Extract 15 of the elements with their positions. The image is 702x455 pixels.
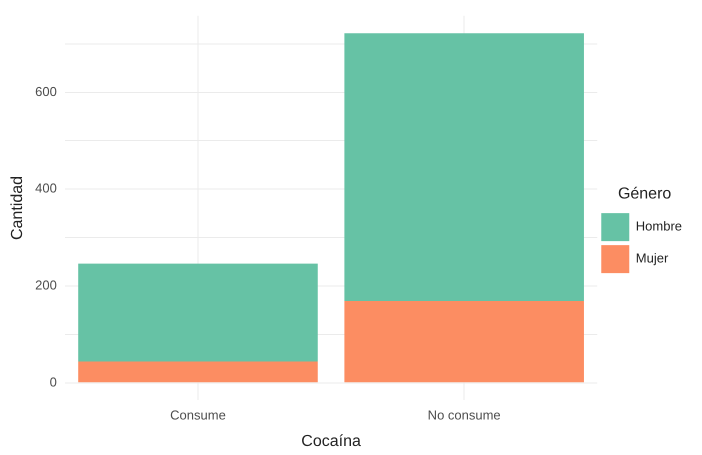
y-axis-title: Cantidad bbox=[9, 176, 26, 240]
bar bbox=[344, 300, 584, 382]
y-tick-label: 400 bbox=[35, 180, 57, 196]
x-tick-label: No consume bbox=[428, 408, 501, 423]
y-tick-label: 600 bbox=[35, 84, 57, 99]
y-tick-label: 200 bbox=[35, 278, 57, 293]
x-axis-title: Cocaína bbox=[301, 432, 361, 450]
legend-label: Mujer bbox=[636, 250, 669, 266]
legend-label: Hombre bbox=[636, 218, 682, 234]
x-tick-label: Consume bbox=[170, 408, 226, 423]
bar bbox=[344, 33, 584, 301]
legend-title: Género bbox=[618, 185, 672, 202]
bar bbox=[78, 264, 318, 362]
bar bbox=[78, 361, 318, 382]
y-tick-label: 0 bbox=[50, 374, 57, 390]
